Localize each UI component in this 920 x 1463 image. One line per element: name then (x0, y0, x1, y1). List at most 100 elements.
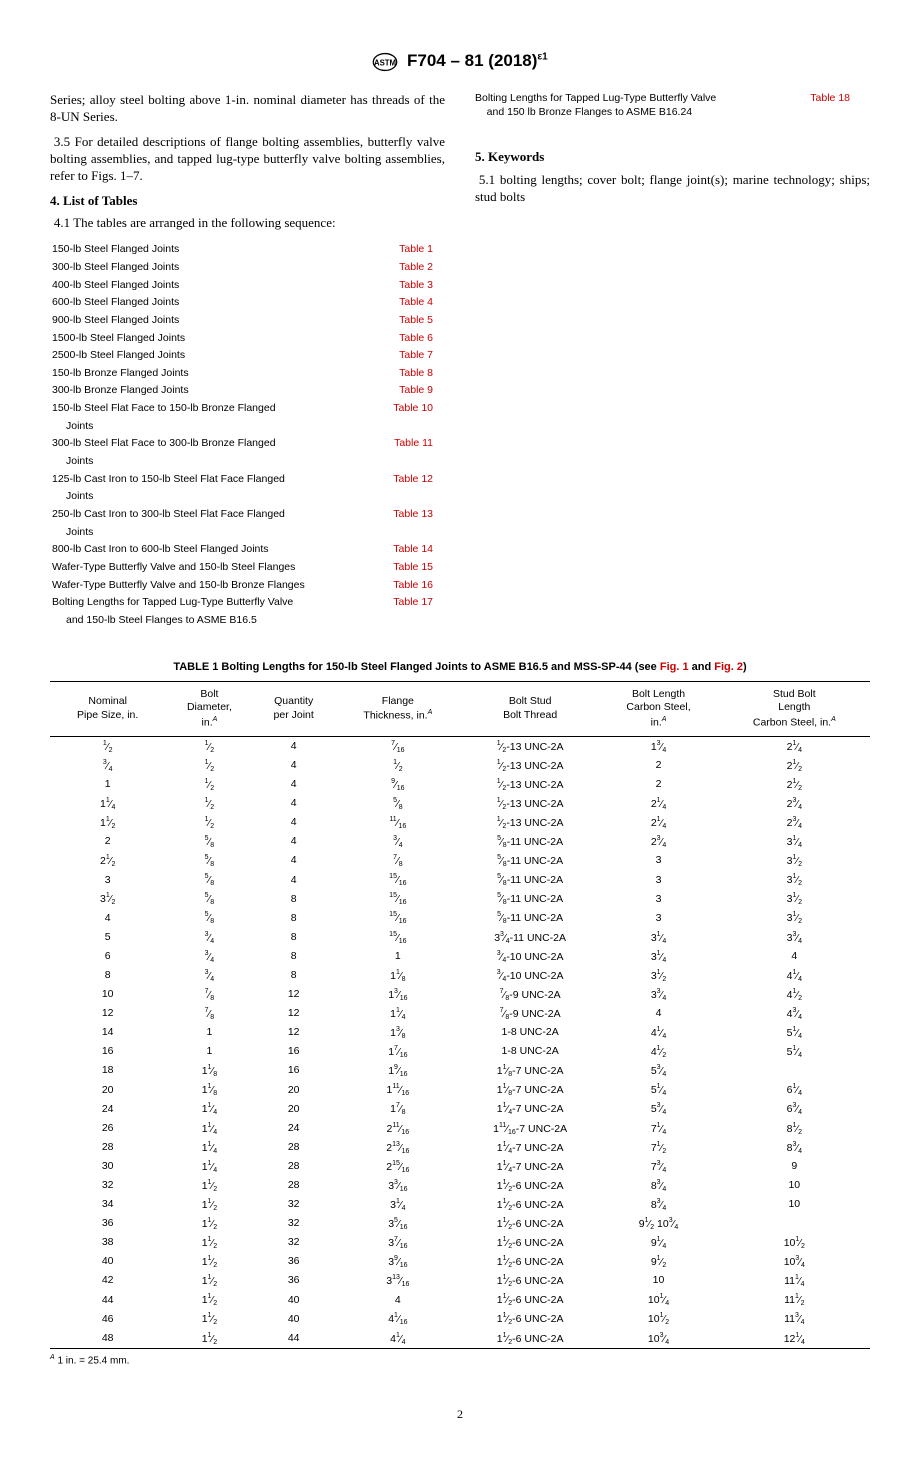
table-cell: 35⁄16 (334, 1214, 462, 1233)
table-cell: 41⁄2 (598, 1043, 718, 1062)
table-cell: 9⁄16 (334, 775, 462, 794)
designation-text: F704 – 81 (2018) (407, 51, 537, 70)
table-cell: 19⁄16 (334, 1062, 462, 1081)
table-cell: 5⁄8-11 UNC-2A (462, 852, 599, 871)
table-cell: 213⁄16 (334, 1138, 462, 1157)
table-cell: 37⁄16 (334, 1234, 462, 1253)
table-cell: 43⁄4 (719, 1004, 870, 1023)
table-cell: 10 (719, 1195, 870, 1214)
table-cell: 5⁄8 (165, 890, 253, 909)
table-row: 35⁄8415⁄165⁄8-11 UNC-2A331⁄2 (50, 871, 870, 890)
table-cell: 24 (50, 1100, 165, 1119)
table-cell: 31⁄4 (598, 928, 718, 947)
table-cell: 1⁄2 (50, 737, 165, 757)
table-cell: 11⁄8-7 UNC-2A (462, 1062, 599, 1081)
table-cell: 32 (50, 1176, 165, 1195)
table-cell: 1⁄2-13 UNC-2A (462, 814, 599, 833)
tables-list-row: Wafer-Type Butterfly Valve and 150-lb Br… (52, 578, 443, 594)
table-cell: 4 (719, 947, 870, 966)
table-cell: 51⁄4 (598, 1081, 718, 1100)
tables-list-row: 250-lb Cast Iron to 300-lb Steel Flat Fa… (52, 507, 443, 523)
table-cell: 4 (253, 871, 333, 890)
table-row: 127⁄81211⁄47⁄8-9 UNC-2A443⁄4 (50, 1004, 870, 1023)
table-cell: 40 (253, 1310, 333, 1329)
table-cell: 11⁄2 (165, 1234, 253, 1253)
table-cell: 111⁄16-7 UNC-2A (462, 1119, 599, 1138)
table-cell (719, 1062, 870, 1081)
tables-list-row: 150-lb Steel Flat Face to 150-lb Bronze … (52, 401, 443, 417)
table-cell: 1⁄2-13 UNC-2A (462, 794, 599, 813)
table-cell: 10 (598, 1272, 718, 1291)
table-cell: 1⁄2 (165, 775, 253, 794)
table-cell: 11⁄8 (334, 966, 462, 985)
table-cell: 215⁄16 (334, 1157, 462, 1176)
para-4-1: 4.1 The tables are arranged in the follo… (50, 215, 445, 232)
table-row: 107⁄81213⁄167⁄8-9 UNC-2A33⁄441⁄2 (50, 985, 870, 1004)
table-cell: 53⁄4 (598, 1062, 718, 1081)
table-row: 3811⁄23237⁄1611⁄2-6 UNC-2A91⁄4101⁄2 (50, 1234, 870, 1253)
table-cell: 11⁄2-6 UNC-2A (462, 1329, 599, 1349)
table-cell: 11⁄4-7 UNC-2A (462, 1138, 599, 1157)
table-cell: 103⁄4 (598, 1329, 718, 1349)
table-cell: 73⁄4 (598, 1157, 718, 1176)
table-cell: 8 (253, 890, 333, 909)
table-cell: 3 (598, 890, 718, 909)
table-row: 1611617⁄161-8 UNC-2A41⁄251⁄4 (50, 1043, 870, 1062)
table-cell: 31⁄2 (719, 890, 870, 909)
table-cell: 211⁄16 (334, 1119, 462, 1138)
table-cell: 1-8 UNC-2A (462, 1043, 599, 1062)
tables-list: 150-lb Steel Flanged JointsTable 1300-lb… (50, 240, 445, 630)
table-cell: 4 (598, 1004, 718, 1023)
table-cell: 44 (50, 1291, 165, 1310)
table-cell: 6 (50, 947, 165, 966)
table-cell: 3⁄4 (50, 756, 165, 775)
table-row: 83⁄4811⁄83⁄4-10 UNC-2A31⁄241⁄4 (50, 966, 870, 985)
table-cell: 31⁄2 (598, 966, 718, 985)
table-cell: 1⁄2 (334, 756, 462, 775)
table-18-entry: Bolting Lengths for Tapped Lug-Type Butt… (475, 92, 870, 119)
tables-list-row: 150-lb Bronze Flanged JointsTable 8 (52, 366, 443, 382)
table-cell: 1⁄2-13 UNC-2A (462, 775, 599, 794)
table-cell: 21⁄4 (719, 737, 870, 757)
table-cell: 33⁄16 (334, 1176, 462, 1195)
table-cell: 121⁄4 (719, 1329, 870, 1349)
table-cell: 13⁄8 (334, 1024, 462, 1043)
table-cell: 1⁄2-13 UNC-2A (462, 737, 599, 757)
tables-list-row-cont: Joints (52, 489, 443, 505)
table-cell: 1⁄2-13 UNC-2A (462, 756, 599, 775)
table-cell: 111⁄16 (334, 1081, 462, 1100)
two-column-body: Series; alloy steel bolting above 1-in. … (50, 92, 870, 630)
table-cell: 34 (50, 1195, 165, 1214)
table-cell: 33⁄4-11 UNC-2A (462, 928, 599, 947)
right-column: Bolting Lengths for Tapped Lug-Type Butt… (475, 92, 870, 630)
tables-list-row-cont: Joints (52, 454, 443, 470)
fig-1-ref[interactable]: Fig. 1 (660, 661, 689, 673)
table-1-col-header: Bolt LengthCarbon Steel,in.A (598, 681, 718, 736)
fig-2-ref[interactable]: Fig. 2 (714, 661, 743, 673)
table-cell: 5⁄8-11 UNC-2A (462, 890, 599, 909)
table-cell: 5⁄8-11 UNC-2A (462, 909, 599, 928)
table-cell: 46 (50, 1310, 165, 1329)
table-cell: 11⁄2 (165, 1214, 253, 1233)
table-cell: 11⁄16 (334, 814, 462, 833)
tables-list-row-cont: and 150-lb Steel Flanges to ASME B16.5 (52, 613, 443, 629)
table-cell: 15⁄16 (334, 871, 462, 890)
table-cell: 26 (50, 1119, 165, 1138)
table-cell: 1 (165, 1043, 253, 1062)
table-cell: 3⁄4-10 UNC-2A (462, 966, 599, 985)
table-cell: 83⁄4 (598, 1176, 718, 1195)
table-cell: 1⁄2 (165, 756, 253, 775)
tables-list-row: 300-lb Bronze Flanged JointsTable 9 (52, 383, 443, 399)
table-cell: 21⁄4 (598, 814, 718, 833)
table-cell: 4 (253, 833, 333, 852)
tables-list-row: 400-lb Steel Flanged JointsTable 3 (52, 278, 443, 294)
table-cell: 9 (719, 1157, 870, 1176)
table-cell: 1 (334, 947, 462, 966)
tables-list-row: Wafer-Type Butterfly Valve and 150-lb St… (52, 560, 443, 576)
table-row: 4811⁄24441⁄411⁄2-6 UNC-2A103⁄4121⁄4 (50, 1329, 870, 1349)
table-cell: 7⁄16 (334, 737, 462, 757)
table-cell: 11⁄4 (50, 794, 165, 813)
table-cell: 83⁄4 (719, 1138, 870, 1157)
table-row: 31⁄25⁄8815⁄165⁄8-11 UNC-2A331⁄2 (50, 890, 870, 909)
table-cell: 2 (598, 775, 718, 794)
